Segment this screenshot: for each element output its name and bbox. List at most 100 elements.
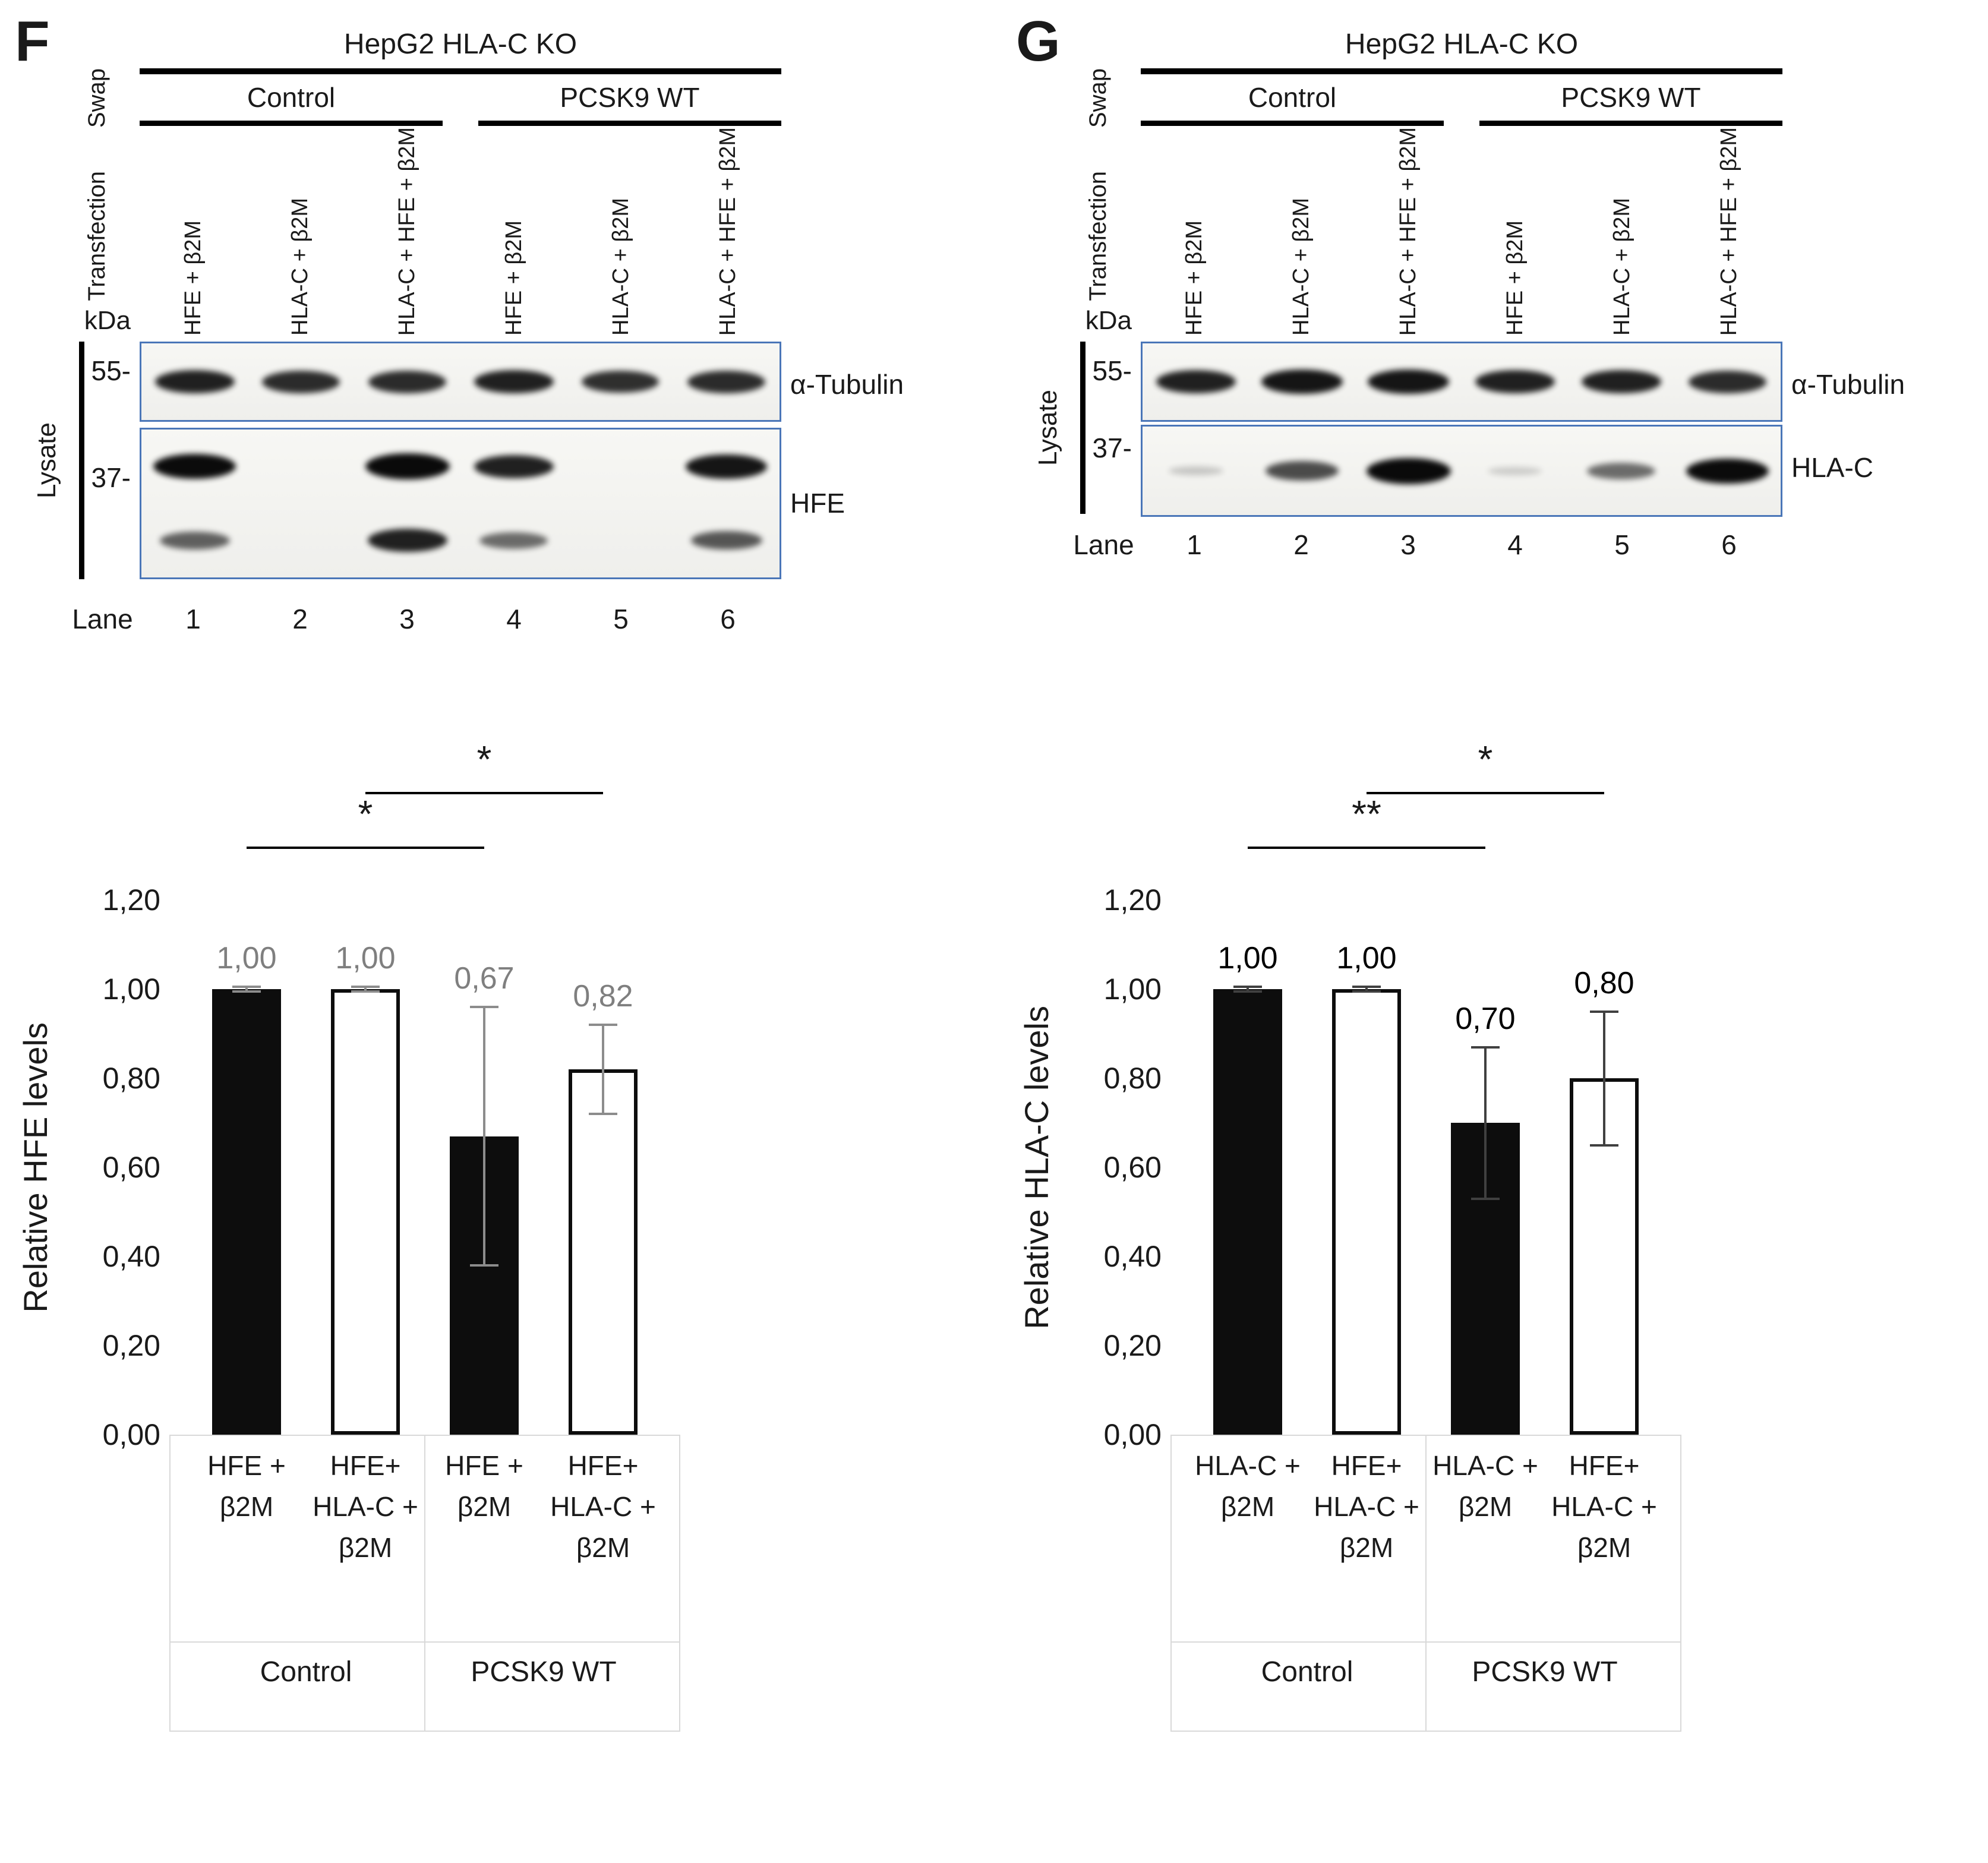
- protein-band: [1168, 466, 1223, 475]
- lane-label-cell: HLA-C + β2M: [1248, 137, 1355, 336]
- error-bar: [1484, 1047, 1487, 1199]
- panel-F: F HepG2 HLA-C KO Swap Control PCSK9 WT T…: [15, 9, 974, 1755]
- band-cell: [1249, 370, 1355, 394]
- band-cell: [567, 371, 673, 393]
- lane-number: 3: [399, 604, 415, 634]
- error-bar-cap-top: [470, 1006, 498, 1008]
- protein-band: [262, 370, 340, 393]
- band-cell: [673, 454, 780, 479]
- lane-label-cell: HLA-C + HFE + β2M: [1675, 127, 1782, 336]
- band-cell: [673, 370, 780, 393]
- protein-band: [474, 370, 554, 393]
- protein-band: [159, 531, 230, 550]
- bar-value-label: 0,82: [573, 979, 633, 1013]
- lane-label-cell: HLA-C + HFE + β2M: [1355, 127, 1462, 336]
- tubulin-band-label: α-Tubulin: [790, 369, 904, 400]
- protein-band: [687, 370, 765, 393]
- band-cell: [1143, 466, 1249, 475]
- protein-band: [1366, 457, 1451, 484]
- lane-number: 2: [292, 604, 308, 634]
- error-bar: [364, 987, 367, 992]
- marker-37: 37-: [91, 462, 131, 493]
- lysate-bracket: [1080, 342, 1085, 514]
- error-bar: [602, 1025, 604, 1114]
- band-row: [1143, 343, 1781, 420]
- group-label-pcsk9: PCSK9 WT: [560, 82, 700, 113]
- protein-band: [1587, 462, 1655, 479]
- swap-label: Swap: [81, 67, 112, 130]
- band-cell: [141, 370, 248, 393]
- lane-label: HFE + β2M: [1502, 220, 1528, 336]
- error-bar-cap-top: [1352, 986, 1381, 989]
- title-underline: [140, 68, 781, 74]
- group-label-control: Control: [247, 82, 336, 113]
- lane-label: HLA-C + HFE + β2M: [715, 127, 740, 336]
- band-cell: [460, 370, 567, 393]
- lane-number: 2: [1293, 529, 1309, 560]
- band-cell: [1568, 370, 1674, 393]
- category-label: HFE+ HLA-C + β2M: [313, 1450, 418, 1563]
- category-label: HFE + β2M: [445, 1450, 523, 1522]
- control-underline: [1141, 121, 1444, 126]
- error-bar-cap-bottom: [232, 990, 261, 993]
- lane-label-cell: HLA-C + β2M: [567, 137, 674, 336]
- significance-star: **: [1352, 792, 1381, 835]
- lane-label: HLA-C + β2M: [608, 198, 633, 336]
- protein-band: [479, 532, 548, 549]
- lysate-label: Lysate: [1033, 342, 1064, 514]
- band-row: [141, 343, 780, 420]
- cell-line-title: HepG2 HLA-C KO: [343, 29, 578, 60]
- lane-number: 6: [720, 604, 736, 634]
- band-cell: [354, 370, 460, 393]
- blot-strip-tubulin: [1141, 342, 1782, 422]
- blot-strip-hlac: [1141, 425, 1782, 517]
- error-bar-cap-bottom: [470, 1264, 498, 1267]
- lysate-text: Lysate: [32, 422, 61, 498]
- y-axis-title-text: Relative HLA-C levels: [1017, 1005, 1055, 1330]
- protein-band: [153, 454, 236, 479]
- bar: [331, 989, 400, 1435]
- protein-band: [367, 529, 447, 552]
- lane-label: HLA-C + HFE + β2M: [1395, 127, 1421, 336]
- band-cell: [1355, 370, 1462, 394]
- lane-number: 5: [613, 604, 629, 634]
- category-label: HLA-C + β2M: [1432, 1450, 1538, 1522]
- lane-number: 1: [1187, 529, 1202, 560]
- protein-band: [1488, 466, 1542, 475]
- error-bar-cap-bottom: [351, 990, 380, 993]
- band-cell: [1462, 466, 1568, 475]
- lane-label-cell: HFE + β2M: [1462, 137, 1569, 336]
- y-tick-label: 0,00: [1103, 1418, 1162, 1451]
- hfe-band-label: HFE: [790, 488, 845, 519]
- band-cell: [141, 454, 248, 479]
- bar: [212, 989, 281, 1435]
- y-tick-label: 0,80: [102, 1062, 160, 1095]
- lysate-label: Lysate: [31, 342, 62, 579]
- band-cell: [673, 531, 780, 550]
- protein-band: [1266, 461, 1339, 481]
- error-bar-cap-bottom: [1233, 990, 1262, 993]
- group-label-control: Control: [1261, 1656, 1353, 1688]
- y-tick-label: 0,40: [1103, 1240, 1162, 1273]
- bar-value-label: 1,00: [216, 941, 277, 976]
- protein-band: [1475, 370, 1555, 393]
- panel-G: G HepG2 HLA-C KO Swap Control PCSK9 WT T…: [1016, 9, 1976, 1755]
- lysate-bracket: [79, 342, 84, 579]
- y-tick-label: 0,60: [1103, 1151, 1162, 1184]
- band-cell: [248, 370, 354, 393]
- y-tick-label: 0,60: [102, 1151, 160, 1184]
- bar-chart-hlac-levels: Relative HLA-C levels 0,00 0,20 0,40 0,60 0,…: [1016, 738, 1976, 1755]
- lane-label-cell: HLA-C + HFE + β2M: [354, 127, 460, 336]
- y-tick-label: 0,00: [102, 1418, 160, 1451]
- title-underline: [1141, 68, 1782, 74]
- band-cell: [1674, 370, 1781, 393]
- bar-value-label: 0,80: [1574, 965, 1634, 1000]
- lane-label-cell: HFE + β2M: [460, 137, 567, 336]
- swap-text: Swap: [1084, 68, 1111, 128]
- protein-band: [581, 371, 659, 393]
- lane-label: HFE + β2M: [1181, 220, 1207, 336]
- significance-line: [247, 847, 484, 849]
- lane-number: 1: [185, 604, 201, 634]
- group-label-control: Control: [260, 1656, 352, 1688]
- band-cell: [1568, 462, 1674, 479]
